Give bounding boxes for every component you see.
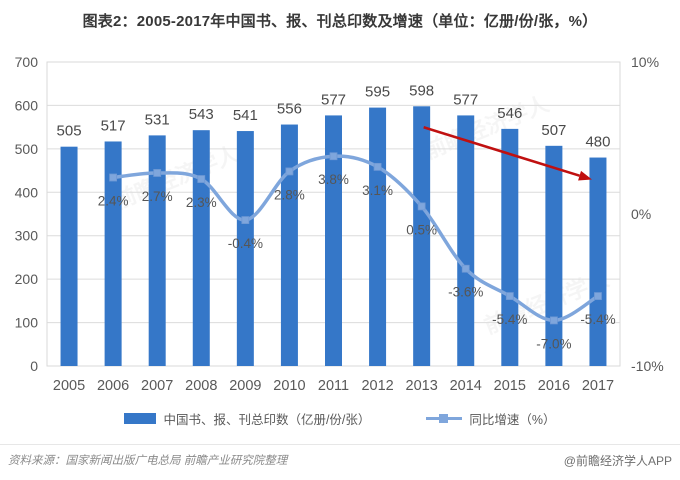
bar-label: 517 xyxy=(101,117,126,134)
bar-label: 546 xyxy=(497,105,522,122)
legend-item-total-print: 中国书、报、刊总印数（亿册/份/张） xyxy=(124,409,370,428)
line-marker-2010 xyxy=(285,167,294,176)
growth-label: 3.1% xyxy=(362,183,393,198)
line-marker-2014 xyxy=(461,264,470,273)
legend-item-growth-rate: 同比增速（%） xyxy=(426,409,556,428)
bar-label: 531 xyxy=(145,111,170,128)
bar-label: 556 xyxy=(277,101,302,118)
growth-label: 0.5% xyxy=(406,222,437,237)
line-series-swatch xyxy=(426,413,463,423)
bar-2005 xyxy=(60,146,78,366)
right-axis-tick: 0% xyxy=(631,206,651,222)
growth-line xyxy=(111,154,600,323)
bar-2008 xyxy=(192,130,210,366)
bar-label: 577 xyxy=(321,91,346,108)
line-marker-2006 xyxy=(109,173,118,182)
bar-2006 xyxy=(104,141,122,366)
year-label: 2013 xyxy=(406,378,438,394)
trend-arrow-shaft xyxy=(423,126,580,177)
left-axis-tick: 500 xyxy=(15,141,39,157)
year-label: 2005 xyxy=(53,378,85,394)
source-note: 资料来源：国家新闻出版广电总局 前瞻产业研究院整理 xyxy=(8,455,288,467)
bar-2012 xyxy=(369,107,387,366)
line-marker-2016 xyxy=(549,316,558,325)
growth-label: 2.3% xyxy=(186,195,217,210)
year-label: 2009 xyxy=(229,378,261,394)
year-label: 2007 xyxy=(141,378,173,394)
bar-2015 xyxy=(501,128,519,366)
legend-label: 中国书、报、刊总印数（亿册/份/张） xyxy=(163,412,371,427)
year-label: 2012 xyxy=(361,378,393,394)
left-axis-tick: 100 xyxy=(15,315,39,331)
bar-2011 xyxy=(325,115,342,366)
left-axis-tick: 300 xyxy=(15,228,39,244)
year-label: 2016 xyxy=(538,378,570,394)
line-marker-2013 xyxy=(417,202,426,211)
year-label: 2010 xyxy=(273,378,305,394)
year-label: 2006 xyxy=(97,378,129,394)
left-axis-tick: 600 xyxy=(15,97,39,113)
bar-line-chart: 505 517 531 543 541 556 577 595 598 577 546 507 480 2… xyxy=(15,54,664,394)
left-axis-tick: 400 xyxy=(15,184,39,200)
bar-label: 507 xyxy=(541,122,566,139)
bar-2016 xyxy=(545,145,563,366)
bar-2013 xyxy=(413,106,431,366)
right-axis-tick: -10% xyxy=(631,358,664,374)
growth-label: -7.0% xyxy=(536,336,571,351)
year-label: 2015 xyxy=(494,378,526,394)
year-label: 2011 xyxy=(318,378,349,394)
line-marker-2012 xyxy=(373,162,382,171)
chart-title: 图表2：2005-2017年中国书、报、刊总印数及增速（单位：亿册/份/张，%） xyxy=(82,13,598,30)
growth-label: -5.4% xyxy=(492,312,527,327)
left-axis-tick: 700 xyxy=(15,54,39,70)
year-label: 2008 xyxy=(185,378,217,394)
year-label: 2017 xyxy=(582,378,614,394)
line-marker-2017 xyxy=(594,292,602,300)
growth-label: -3.6% xyxy=(448,285,483,300)
bar-2007 xyxy=(148,135,166,366)
bar-2014 xyxy=(457,115,475,366)
growth-label: 2.4% xyxy=(98,194,129,209)
growth-label: 2.7% xyxy=(142,189,173,204)
bar-label: 543 xyxy=(189,106,214,123)
footer-divider xyxy=(0,444,680,445)
left-axis-tick: 200 xyxy=(15,271,39,287)
growth-label: 3.8% xyxy=(318,172,349,187)
bar-label: 577 xyxy=(453,91,478,108)
growth-label: -0.4% xyxy=(228,236,263,251)
line-marker-2007 xyxy=(153,169,162,177)
bar-label: 480 xyxy=(585,134,610,151)
left-axis-tick: 0 xyxy=(30,358,38,374)
bar-label: 541 xyxy=(233,107,258,124)
bar-label: 505 xyxy=(57,123,82,140)
credit-note: @前瞻经济学人APP xyxy=(563,454,672,468)
line-marker-2009 xyxy=(241,216,250,224)
line-marker-2015 xyxy=(505,292,514,300)
bar-label: 595 xyxy=(365,84,390,101)
bar-2010 xyxy=(280,124,298,366)
trend-arrow-head xyxy=(578,170,592,181)
right-axis-tick: 10% xyxy=(631,54,659,70)
legend-label: 同比增速（%） xyxy=(469,412,556,427)
bar-label: 598 xyxy=(409,82,434,99)
growth-label: 2.8% xyxy=(274,187,305,202)
line-marker-2011 xyxy=(329,152,338,161)
bar-2017 xyxy=(589,157,607,366)
chart-legend: 中国书、报、刊总印数（亿册/份/张） 同比增速（%） xyxy=(0,405,680,431)
year-label: 2014 xyxy=(450,378,482,394)
line-marker-2008 xyxy=(197,175,206,183)
bar-series-swatch xyxy=(124,412,157,424)
bar-2009 xyxy=(236,131,254,366)
growth-label: -5.4% xyxy=(580,312,615,327)
